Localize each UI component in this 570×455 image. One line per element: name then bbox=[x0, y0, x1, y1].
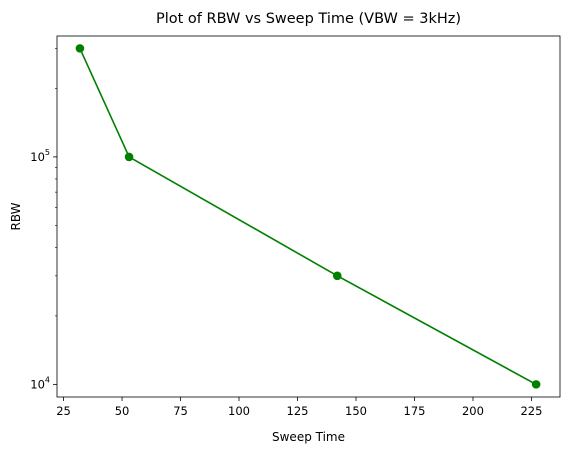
x-tick-label: 175 bbox=[404, 404, 426, 418]
x-axis-label: Sweep Time bbox=[272, 430, 345, 444]
x-tick-label: 150 bbox=[345, 404, 367, 418]
x-tick-label: 125 bbox=[287, 404, 309, 418]
data-point bbox=[75, 44, 85, 53]
x-tick-label: 25 bbox=[56, 404, 71, 418]
x-tick-label: 50 bbox=[115, 404, 130, 418]
chart-title: Plot of RBW vs Sweep Time (VBW = 3kHz) bbox=[156, 11, 461, 27]
x-tick-label: 75 bbox=[173, 404, 188, 418]
data-point bbox=[531, 380, 541, 389]
data-point bbox=[124, 152, 134, 162]
x-tick-label: 225 bbox=[520, 404, 542, 418]
axes-frame bbox=[56, 35, 561, 398]
x-tick-label: 100 bbox=[228, 404, 250, 418]
y-axis-label: RBW bbox=[9, 202, 23, 230]
series-line bbox=[79, 48, 537, 386]
x-tick-label: 200 bbox=[462, 404, 484, 418]
data-point bbox=[332, 271, 342, 281]
y-tick-label: 104 bbox=[30, 375, 50, 391]
y-tick-label: 105 bbox=[30, 148, 50, 164]
plot-area: 25 50 75 100 125 150 175 200 225 104 105 bbox=[30, 35, 561, 418]
